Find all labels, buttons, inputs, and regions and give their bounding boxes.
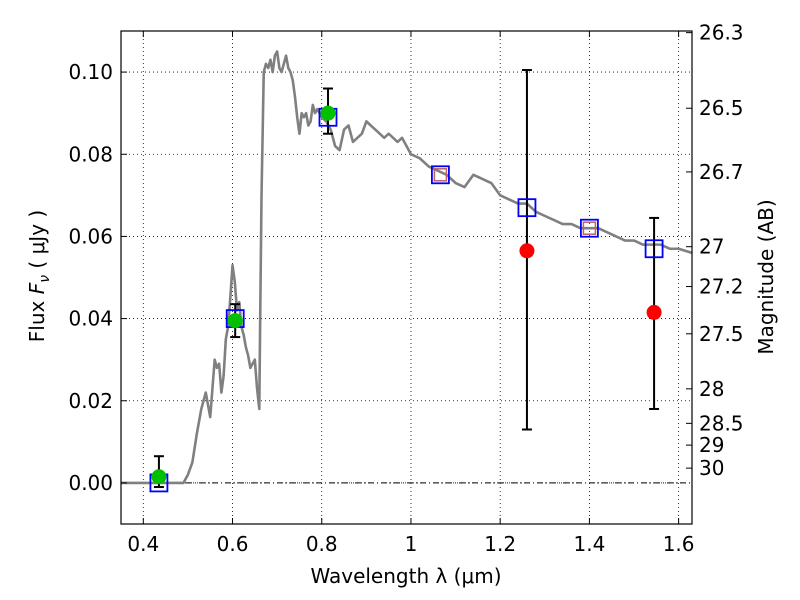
y-tick-label: 0.06 — [68, 224, 113, 248]
sed-model-line — [121, 50, 693, 485]
model-flux-square — [517, 198, 537, 218]
y-axis-title-prefix: Flux — [25, 294, 49, 342]
x-tick-label: 1.2 — [484, 532, 516, 556]
mag-tick-label: 30 — [699, 456, 724, 480]
inner-marker — [582, 221, 597, 235]
series-layer — [121, 50, 693, 493]
y-tick-label: 0.08 — [68, 142, 113, 166]
x-tick-label: 1 — [405, 532, 418, 556]
y-tick-label: 0.00 — [68, 471, 113, 495]
y2-axis-title: Magnitude (AB) — [754, 199, 778, 354]
model-flux-square — [579, 218, 599, 238]
mag-tick-label: 28.5 — [699, 411, 744, 435]
y-axis-title: Flux Fν ( μJy ) — [25, 210, 53, 342]
x-axis-title: Wavelength λ (μm) — [310, 564, 501, 588]
x-tick-label: 0.4 — [127, 532, 159, 556]
inner-marker — [433, 168, 448, 182]
detection-point — [227, 313, 243, 329]
mag-tick-label: 27.5 — [699, 322, 744, 346]
y-tick-label: 0.10 — [68, 60, 113, 84]
model-flux-square — [644, 239, 664, 259]
mag-tick-label: 26.3 — [699, 21, 744, 45]
nondetection-point — [646, 304, 662, 320]
model-flux-square — [431, 165, 450, 185]
detection-point — [151, 469, 167, 485]
axis-ticks: 0.4 0.6 0.8 1 1.2 1.4 1.6 0.00 0.02 0.04 0.06 0.08 0… — [68, 21, 743, 556]
x-tick-label: 0.6 — [217, 532, 249, 556]
mag-tick-label: 26.7 — [699, 160, 744, 184]
y-axis-title-subscript: ν — [37, 275, 53, 283]
mag-tick-label: 26.5 — [699, 96, 744, 120]
y-axis-title-symbol: F — [25, 282, 49, 294]
y-tick-label: 0.04 — [68, 307, 113, 331]
x-tick-label: 1.6 — [663, 532, 695, 556]
y-tick-label: 0.02 — [68, 389, 113, 413]
nondetection-point — [519, 243, 535, 259]
plot-background — [121, 31, 692, 524]
x-tick-label: 0.8 — [306, 532, 338, 556]
mag-tick-label: 27 — [699, 235, 724, 259]
detection-point — [320, 105, 336, 121]
y-axis-title-suffix: ( μJy ) — [25, 210, 49, 275]
x-tick-label: 1.4 — [573, 532, 605, 556]
plot-frame — [120, 30, 693, 525]
mag-tick-label: 29 — [699, 433, 724, 457]
mag-tick-label: 28 — [699, 377, 724, 401]
mag-tick-label: 27.2 — [699, 275, 744, 299]
